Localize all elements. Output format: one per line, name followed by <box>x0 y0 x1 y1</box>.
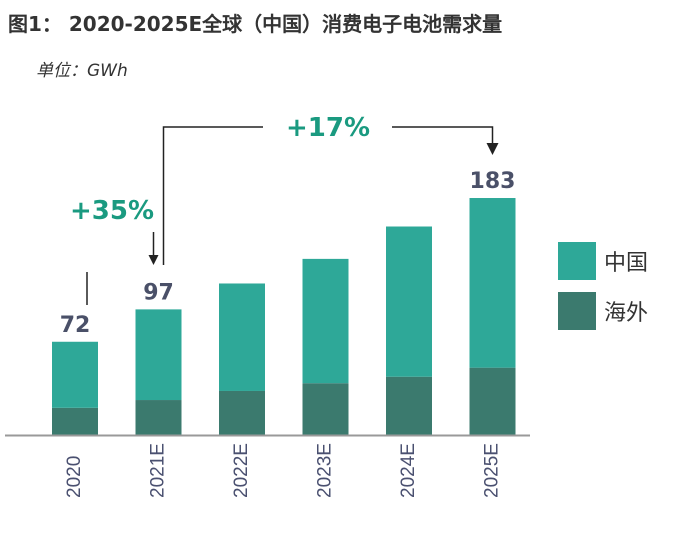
bar-海外-2024E <box>386 376 432 435</box>
arrow-head-icon <box>486 143 499 155</box>
x-tick-label: 2022E <box>231 443 252 498</box>
legend-swatch <box>558 292 596 330</box>
total-label: 72 <box>60 313 91 338</box>
legend-label: 海外 <box>604 301 648 326</box>
bar-海外-2020 <box>52 407 98 435</box>
bar-海外-2025E <box>469 367 516 435</box>
x-tick-label: 2021E <box>148 443 169 498</box>
legend-label: 中国 <box>604 251 648 276</box>
x-tick-label: 2023E <box>315 443 336 498</box>
bar-中国-2025E <box>469 198 516 368</box>
bar-中国-2021E <box>135 309 182 401</box>
bar-中国-2022E <box>219 283 265 391</box>
x-tick-label: 2025E <box>482 443 503 498</box>
x-tick-label: 2020 <box>64 456 85 498</box>
bar-海外-2021E <box>135 400 182 435</box>
legend-swatch <box>558 242 596 280</box>
bar-海外-2022E <box>219 390 265 435</box>
chart-title: 图1： 2020-2025E全球（中国）消费电子电池需求量 <box>8 12 503 36</box>
bar-中国-2020 <box>52 341 98 408</box>
total-label: 97 <box>143 280 174 305</box>
total-label: 183 <box>470 169 516 194</box>
arrow-head-icon <box>148 255 159 265</box>
bar-海外-2023E <box>302 383 349 435</box>
connector-line <box>162 126 263 265</box>
connector-line <box>392 126 494 145</box>
unit-label: 单位：GWh <box>36 61 128 81</box>
growth-annotation: +17% <box>286 113 370 143</box>
bar-中国-2023E <box>302 258 349 384</box>
bar-中国-2024E <box>386 226 432 377</box>
x-tick-label: 2024E <box>398 443 419 498</box>
growth-annotation: +35% <box>70 196 154 226</box>
